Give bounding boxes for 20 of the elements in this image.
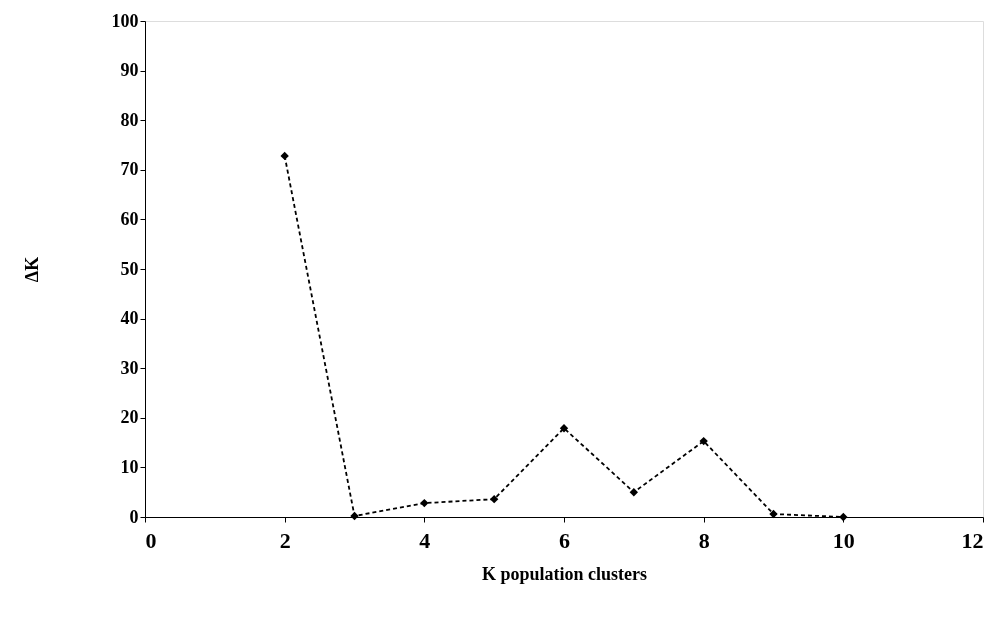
y-tick-label: 60 — [120, 208, 139, 229]
x-axis-title: K population clusters — [481, 563, 648, 584]
x-tick-label: 2 — [279, 527, 291, 553]
x-tick-label: 6 — [559, 527, 570, 553]
y-tick-label: 20 — [120, 407, 139, 428]
y-tick-label: 50 — [120, 258, 139, 279]
y-tick-label: 10 — [120, 456, 139, 477]
y-tick-label: 30 — [120, 357, 139, 378]
y-tick-label: 90 — [120, 60, 139, 81]
x-tick-label: 10 — [832, 527, 855, 553]
x-tick-label: 8 — [698, 527, 710, 553]
x-tick-label: 4 — [419, 527, 431, 553]
y-tick-label: 100 — [111, 10, 139, 31]
y-tick-label: 40 — [120, 308, 139, 329]
y-tick-label: 70 — [120, 159, 139, 180]
y-axis-title: ΔK — [21, 256, 42, 283]
y-tick-label: 0 — [129, 506, 139, 527]
y-tick-label: 80 — [120, 109, 139, 130]
x-tick-label: 0 — [145, 527, 157, 553]
x-tick-label: 12 — [961, 527, 984, 553]
